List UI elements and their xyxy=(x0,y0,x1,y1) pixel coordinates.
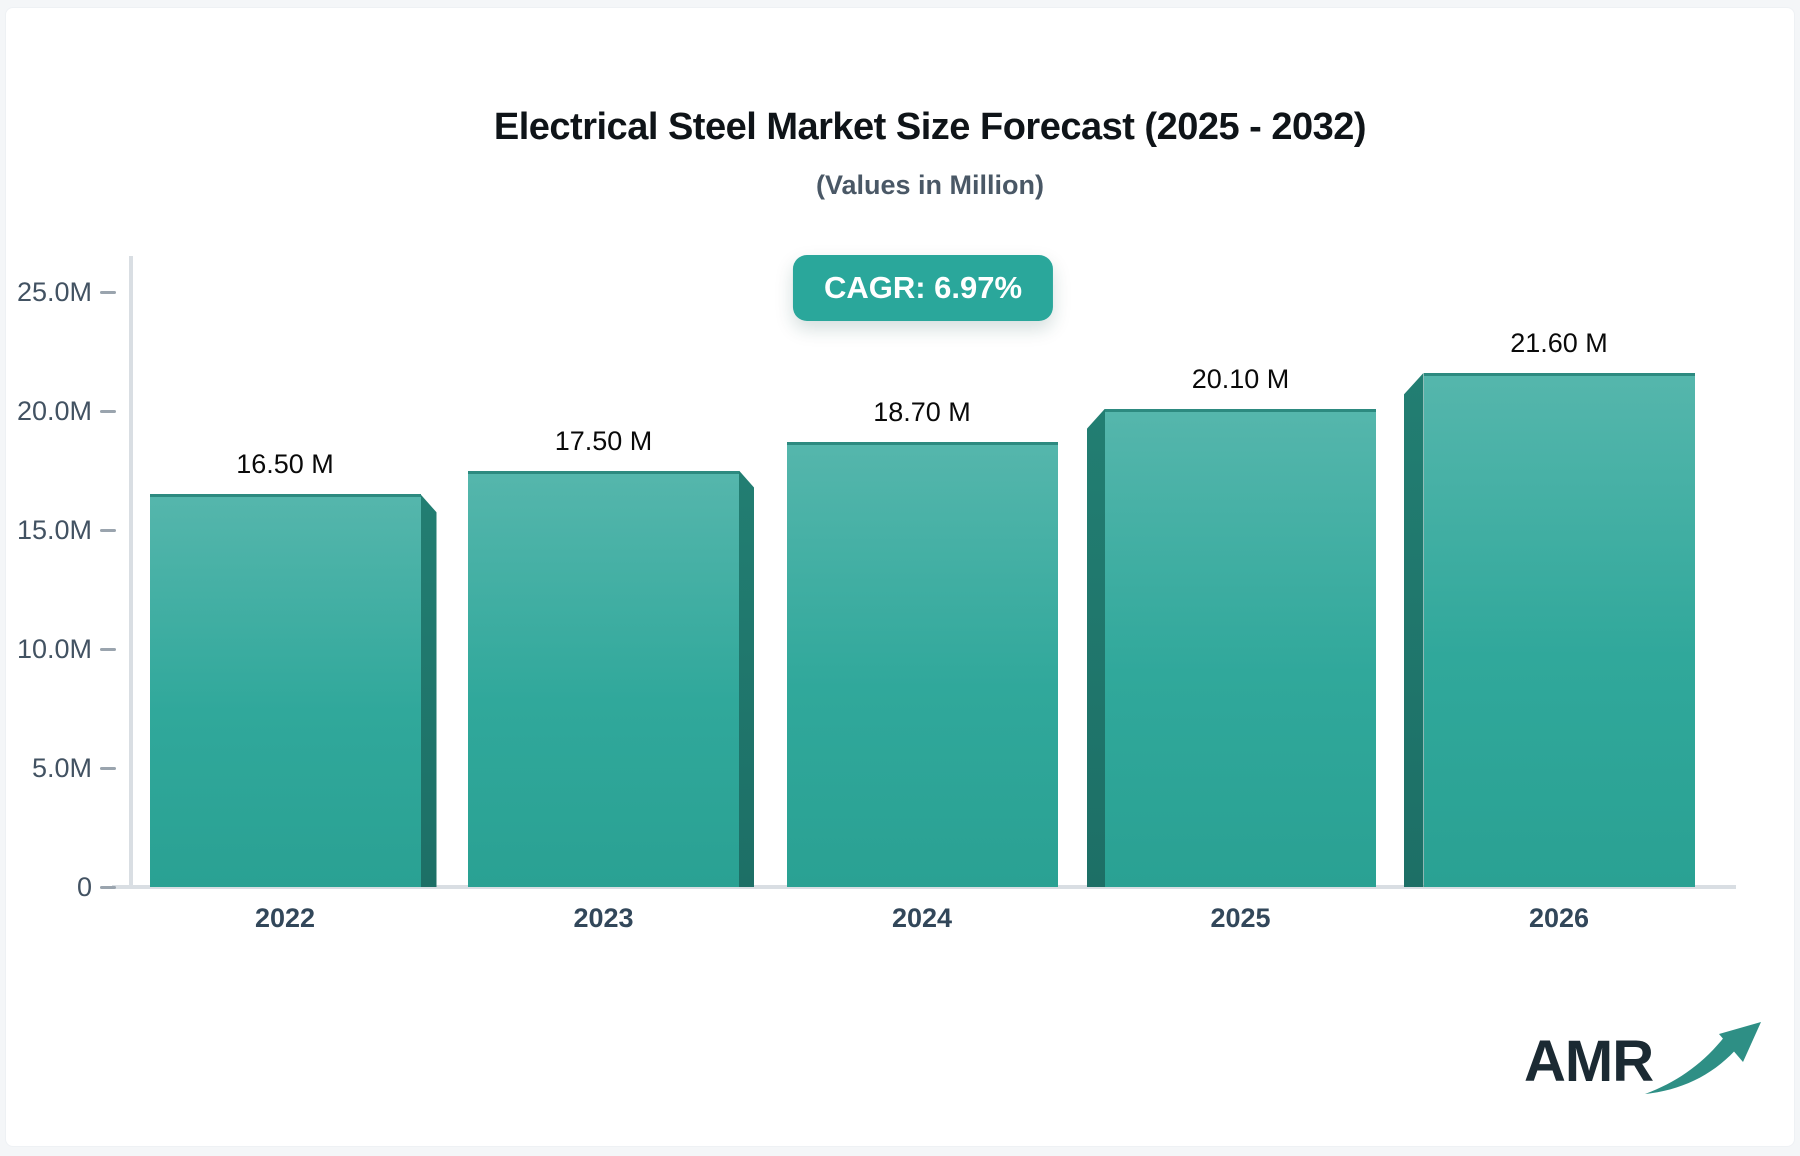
bar-value-label-2022: 16.50 M xyxy=(236,449,334,480)
amr-logo: AMR xyxy=(1524,1022,1773,1098)
y-tick-label: 0 xyxy=(76,872,92,902)
cagr-badge-label: CAGR: 6.97% xyxy=(823,270,1023,305)
y-tick-label: 20.0M xyxy=(16,396,92,426)
y-tick-mark xyxy=(100,529,116,532)
bar-value-label-2024: 18.70 M xyxy=(873,396,971,427)
bar-2024 xyxy=(786,441,1058,887)
x-tick-label-2022: 2022 xyxy=(254,903,316,933)
bar-3d-side-2023 xyxy=(739,470,754,887)
bar-2026 xyxy=(1423,372,1695,887)
amr-logo-text: AMR xyxy=(1524,1029,1654,1094)
bar-value-label-2026: 21.60 M xyxy=(1510,327,1608,358)
bar-2022 xyxy=(149,494,421,887)
x-tick-label-2025: 2025 xyxy=(1210,903,1271,933)
cagr-badge: CAGR: 6.97% xyxy=(792,255,1054,321)
bar-3d-side-2026 xyxy=(1403,372,1424,887)
x-axis-line xyxy=(112,885,1736,889)
y-tick-label: 15.0M xyxy=(16,515,92,545)
trend-up-arrow-icon xyxy=(1645,1022,1762,1094)
bar-2025 xyxy=(1105,408,1376,887)
y-tick-mark xyxy=(100,291,116,294)
y-tick-mark xyxy=(100,886,116,889)
bar-value-label-2025: 20.10 M xyxy=(1191,363,1290,394)
chart-subtitle: (Values in Million) xyxy=(815,170,1045,200)
y-tick-mark xyxy=(100,410,116,413)
x-tick-label-2026: 2026 xyxy=(1528,903,1590,933)
y-tick-mark xyxy=(100,767,116,770)
y-axis-line xyxy=(129,256,133,889)
y-tick-label: 25.0M xyxy=(16,277,92,307)
bar-2023 xyxy=(468,470,739,887)
x-tick-label-2024: 2024 xyxy=(891,903,953,933)
bar-value-label-2023: 17.50 M xyxy=(554,425,653,456)
y-tick-label: 10.0M xyxy=(16,634,92,664)
chart-title: Electrical Steel Market Size Forecast (2… xyxy=(493,106,1367,148)
y-tick-mark xyxy=(100,648,116,651)
bar-3d-side-2025 xyxy=(1087,408,1105,887)
y-tick-label: 5.0M xyxy=(31,753,92,783)
x-tick-label-2023: 2023 xyxy=(573,903,634,933)
bar-3d-side-2022 xyxy=(420,494,437,887)
